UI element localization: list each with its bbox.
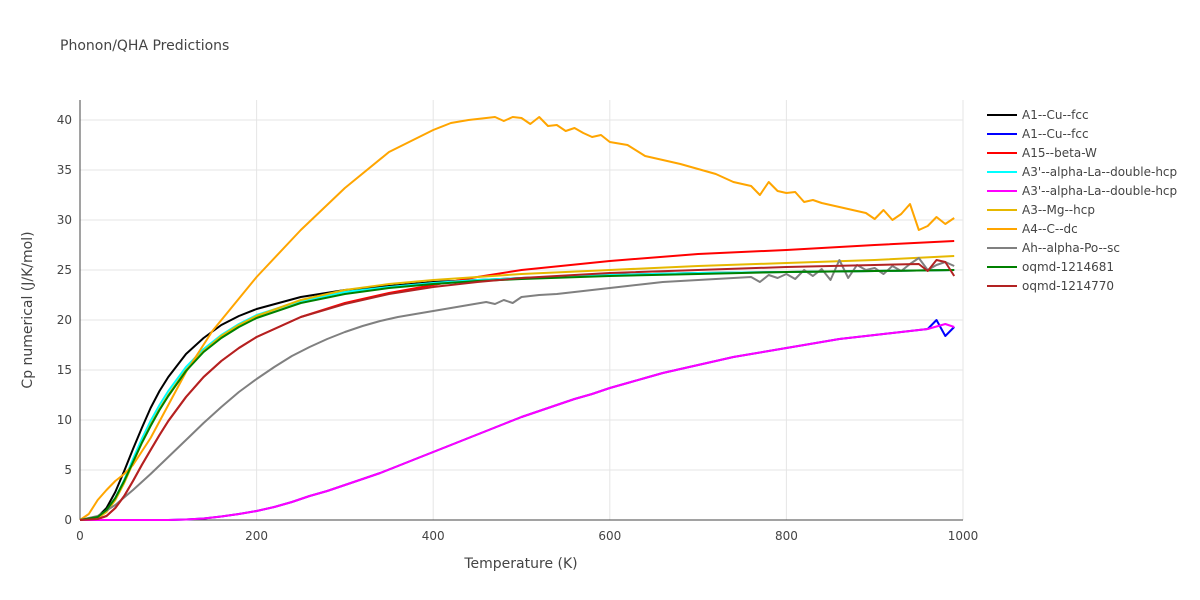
legend-label: oqmd-1214681 [1022,260,1114,274]
series-line-9 [79,259,956,521]
legend[interactable]: A1--Cu--fcc A1--Cu--fcc A15--beta-W A3'--al… [987,108,1177,293]
y-tick-label: 30 [57,213,72,227]
legend-label: A1--Cu--fcc [1022,108,1089,122]
y-axis-title: Cp numerical (J/K/mol) [20,231,36,388]
x-axis-title: Temperature (K) [463,556,577,572]
series-line-6 [79,116,955,521]
x-tick-label: 1000 [948,529,979,543]
axes: 0 200 400 600 800 1000 0 5 10 15 20 25 30 35 40 [57,100,979,543]
grid [80,100,964,520]
y-tick-label: 25 [57,263,72,277]
series-line-0 [79,269,955,521]
x-tick-label: 200 [245,529,268,543]
y-tick-label: 40 [57,113,72,127]
y-tick-label: 10 [57,413,72,427]
legend-label: A3--Mg--hcp [1022,203,1095,217]
legend-item-4[interactable]: A3'--alpha-La--double-hcp [987,184,1177,198]
legend-item-6[interactable]: A4--C--dc [987,222,1078,236]
y-tick-label: 0 [64,513,72,527]
legend-item-3[interactable]: A3'--alpha-La--double-hcp [987,165,1177,179]
legend-item-1[interactable]: A1--Cu--fcc [987,127,1089,141]
legend-label: A15--beta-W [1022,146,1097,160]
legend-label: A1--Cu--fcc [1022,127,1089,141]
legend-item-2[interactable]: A15--beta-W [987,146,1097,160]
chart-title: Phonon/QHA Predictions [60,38,229,54]
series-line-5 [79,255,955,521]
x-tick-label: 400 [422,529,445,543]
legend-label: oqmd-1214770 [1022,279,1114,293]
legend-item-8[interactable]: oqmd-1214681 [987,260,1114,274]
legend-item-0[interactable]: A1--Cu--fcc [987,108,1089,122]
series-line-8 [79,269,955,521]
series-line-7 [79,257,955,521]
y-tick-label: 35 [57,163,72,177]
legend-label: A3'--alpha-La--double-hcp [1022,184,1177,198]
y-tick-label: 15 [57,363,72,377]
x-tick-label: 0 [76,529,84,543]
series-line-3 [79,269,955,521]
plot-area [79,116,956,521]
series-line-2 [79,240,955,521]
legend-item-7[interactable]: Ah--alpha-Po--sc [987,241,1120,255]
legend-item-5[interactable]: A3--Mg--hcp [987,203,1095,217]
legend-item-9[interactable]: oqmd-1214770 [987,279,1114,293]
legend-label: Ah--alpha-Po--sc [1022,241,1120,255]
legend-label: A3'--alpha-La--double-hcp [1022,165,1177,179]
y-tick-label: 5 [64,463,72,477]
x-tick-label: 800 [775,529,798,543]
series-line-4 [80,323,955,521]
legend-label: A4--C--dc [1022,222,1078,236]
x-tick-label: 600 [598,529,621,543]
y-tick-label: 20 [57,313,72,327]
